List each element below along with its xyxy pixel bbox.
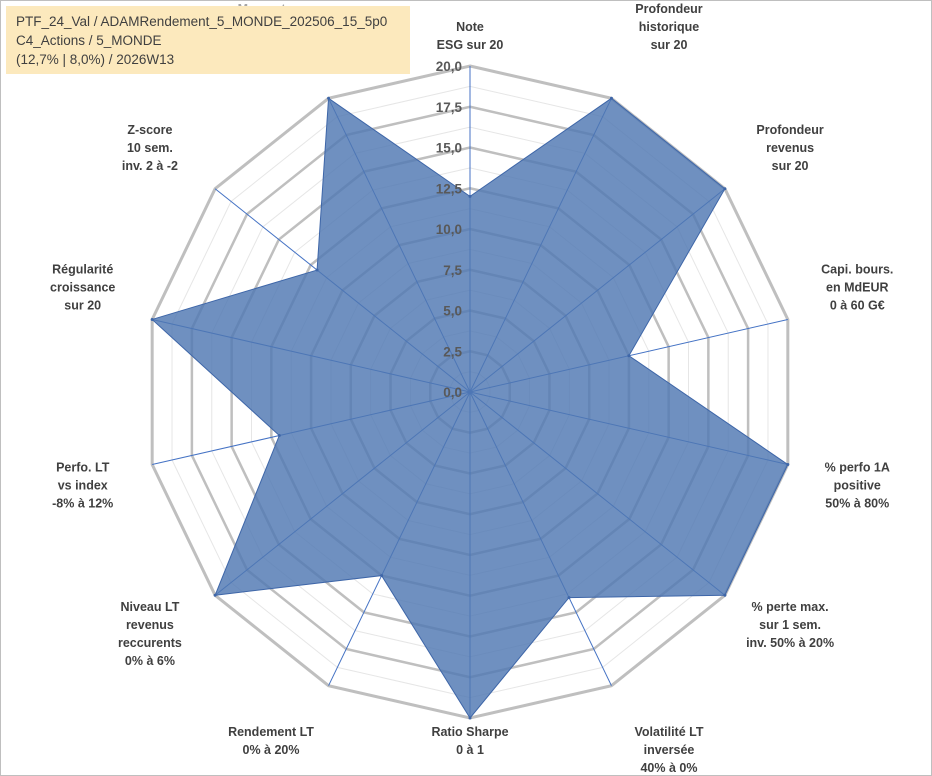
axis-label-line: Profondeur: [635, 2, 702, 16]
axis-label-line: sur 20: [64, 299, 101, 313]
series-point: [468, 716, 472, 720]
info-box: PTF_24_Val / ADAMRendement_5_MONDE_20250…: [6, 6, 410, 74]
series-point: [609, 96, 613, 100]
series-point: [723, 593, 727, 597]
axis-label-line: croissance: [50, 281, 115, 295]
axis-label-line: en MdEUR: [826, 281, 889, 295]
axis-label-line: sur 1 sem.: [759, 618, 821, 632]
axis-label-line: sur 20: [651, 38, 688, 52]
tick-label: 7,5: [443, 263, 462, 278]
axis-label-line: ESG sur 20: [437, 38, 504, 52]
axis-label: Z-score 10 sem. inv. 2 à -2: [122, 123, 178, 173]
axis-label-line: 40% à 0%: [640, 761, 697, 775]
axis-label-line: 0 à 1: [456, 743, 484, 757]
axis-label: Capi. bours. en MdEUR 0 à 60 G€: [821, 263, 893, 313]
axis-label: Rendement LT 0% à 20%: [228, 725, 314, 757]
axis-label-line: Capi. bours.: [821, 263, 893, 277]
radial-tick-labels: 0,0 2,5 5,0 7,5 10,0 12,5 15,0 17,5 20,0: [436, 59, 463, 400]
tick-label: 17,5: [436, 100, 463, 115]
axis-label-line: 50% à 80%: [825, 496, 889, 510]
series-point: [315, 268, 319, 272]
axis-label-line: Profondeur: [756, 123, 823, 137]
axis-label-line: Z-score: [127, 123, 172, 137]
axis-label: % perfo 1A positive 50% à 80%: [825, 460, 890, 510]
radar-series: [150, 96, 790, 720]
axis-label: Profondeur revenus sur 20: [756, 123, 823, 173]
axis-label-line: -8% à 12%: [52, 496, 113, 510]
series-point: [627, 354, 631, 358]
axis-label-line: 0% à 6%: [125, 654, 175, 668]
axis-label: Ratio Sharpe 0 à 1: [431, 725, 508, 757]
axis-label-line: inv. 2 à -2: [122, 159, 178, 173]
series-point: [213, 593, 217, 597]
axis-label: Volatilité LT inversée 40% à 0%: [634, 725, 703, 775]
series-point: [277, 434, 281, 438]
axis-label-line: Perfo. LT: [56, 460, 110, 474]
tick-label: 5,0: [443, 304, 462, 319]
series-point: [723, 187, 727, 191]
axis-label-line: revenus: [766, 141, 814, 155]
axis-label-line: inversée: [644, 743, 695, 757]
axis-label-line: Ratio Sharpe: [431, 725, 508, 739]
series-point: [327, 96, 331, 100]
series-point: [786, 463, 790, 467]
tick-label: 0,0: [443, 385, 462, 400]
series-point: [468, 194, 472, 198]
tick-label: 2,5: [443, 344, 462, 359]
axis-label: Note ESG sur 20: [437, 20, 504, 52]
axis-label: Perfo. LT vs index -8% à 12%: [52, 460, 113, 510]
axis-label-line: % perte max.: [752, 600, 829, 614]
axis-label-line: 0% à 20%: [243, 743, 300, 757]
axis-label: Niveau LT revenus reccurents 0% à 6%: [118, 600, 182, 668]
series-point: [150, 317, 154, 321]
axis-label-line: % perfo 1A: [825, 460, 890, 474]
axis-label-line: 10 sem.: [127, 141, 173, 155]
axis-label-line: Niveau LT: [121, 600, 180, 614]
axis-label-line: Note: [456, 20, 484, 34]
axis-label-line: vs index: [58, 478, 108, 492]
tick-label: 10,0: [436, 222, 462, 237]
axis-label: % perte max. sur 1 sem. inv. 50% à 20%: [746, 600, 834, 650]
series-point: [380, 574, 384, 578]
info-line-3: (12,7% | 8,0%) / 2026W13: [16, 52, 175, 67]
axis-label-line: Régularité: [52, 263, 113, 277]
axis-label-line: historique: [639, 20, 699, 34]
axis-label-line: reccurents: [118, 636, 182, 650]
axis-label: Régularité croissance sur 20: [50, 263, 115, 313]
axis-label-line: 0 à 60 G€: [830, 299, 885, 313]
info-line-2: C4_Actions / 5_MONDE: [16, 33, 162, 48]
tick-label: 15,0: [436, 141, 462, 156]
tick-label: 20,0: [436, 59, 462, 74]
tick-label: 12,5: [436, 181, 463, 196]
axis-label-line: revenus: [126, 618, 174, 632]
axis-label-line: positive: [834, 478, 881, 492]
axis-label: Profondeur historique sur 20: [635, 2, 702, 52]
axis-label-line: sur 20: [772, 159, 809, 173]
series-point: [567, 596, 571, 600]
axis-label-line: Volatilité LT: [634, 725, 703, 739]
axis-label-line: Rendement LT: [228, 725, 314, 739]
axis-label-line: inv. 50% à 20%: [746, 636, 834, 650]
info-line-1: PTF_24_Val / ADAMRendement_5_MONDE_20250…: [16, 14, 388, 29]
